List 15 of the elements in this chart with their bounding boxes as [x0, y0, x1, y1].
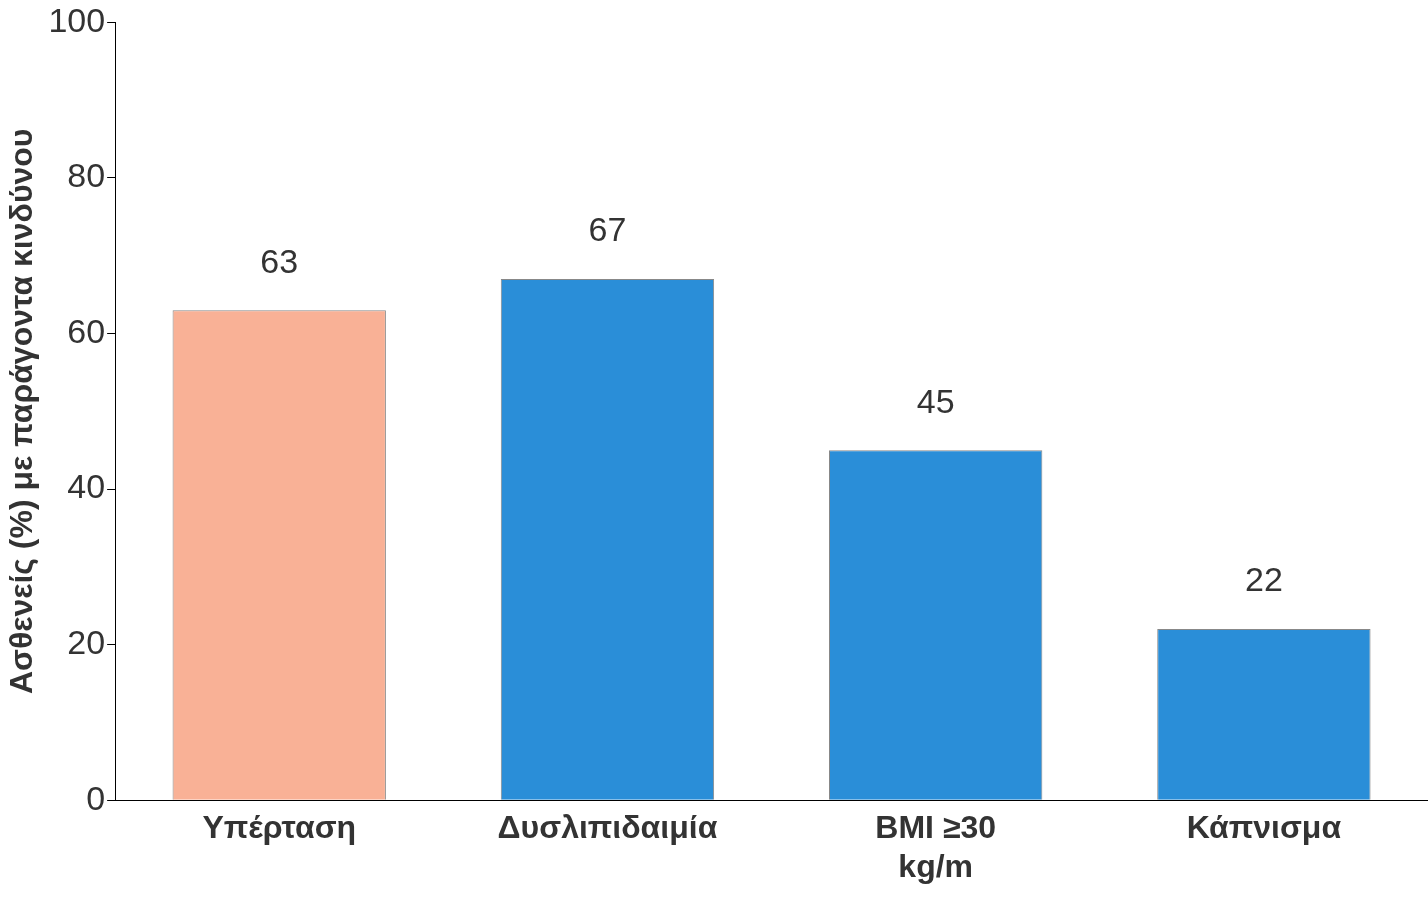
data-label: 63 [260, 241, 299, 280]
data-label: 67 [588, 210, 627, 249]
y-tick-label: 0 [86, 778, 106, 817]
y-tick-label: 60 [67, 311, 106, 350]
x-tick-label: Κάπνισμα [1186, 809, 1342, 846]
y-axis-title: Ασθενείς (%) με παράγοντα κινδύνου [3, 128, 40, 695]
x-tick-label: BMI ≥30 kg/m [875, 809, 997, 884]
y-tick-label: 80 [67, 156, 106, 195]
y-tick-label: 20 [67, 623, 106, 662]
x-tick-label: Υπέρταση [202, 809, 357, 846]
y-tick-label: 100 [48, 0, 106, 39]
y-tick-label: 40 [67, 467, 106, 506]
x-tick-label: Δυσλιπιδαιμία [497, 809, 718, 846]
data-label: 22 [1244, 560, 1283, 599]
data-label: 45 [916, 381, 955, 420]
